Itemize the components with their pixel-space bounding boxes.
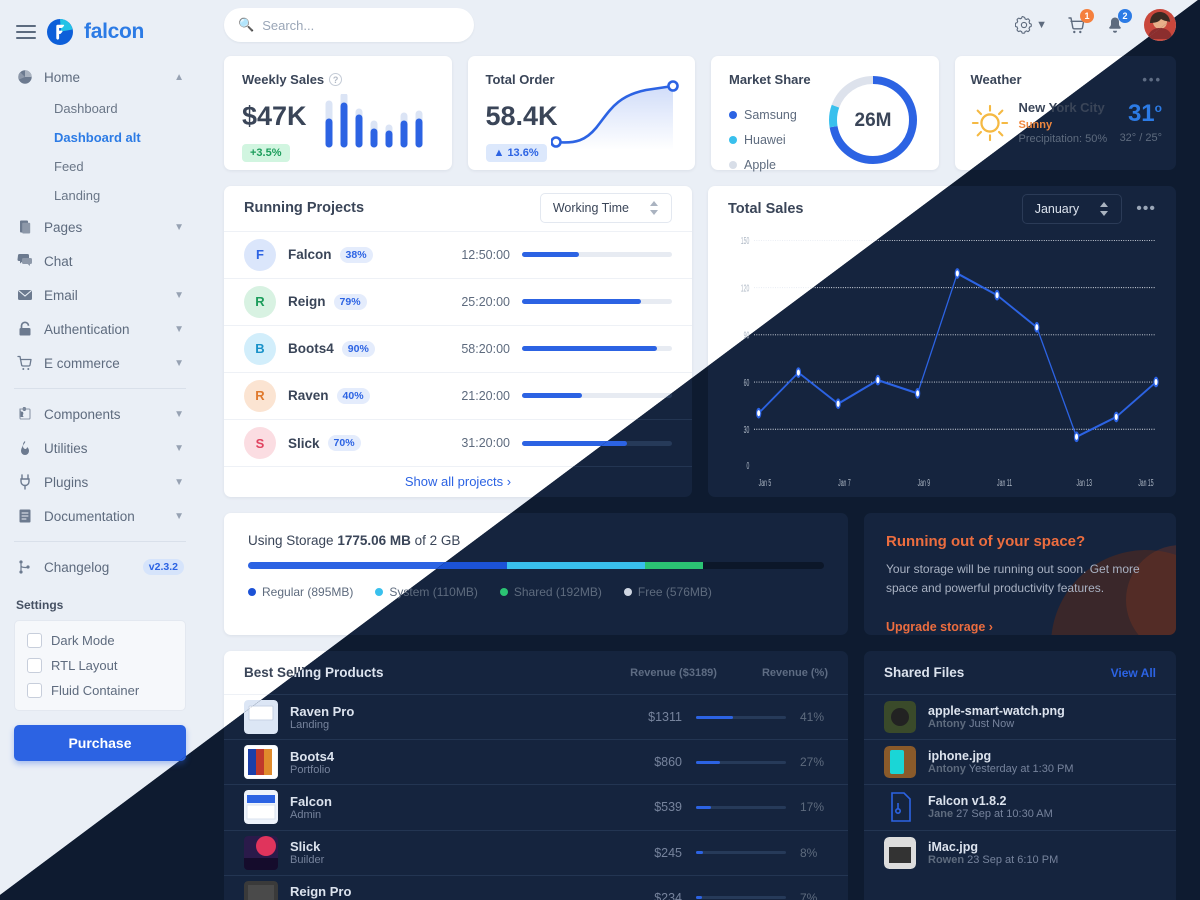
- svg-text:Jan 7: Jan 7: [838, 477, 851, 488]
- svg-text:0: 0: [746, 460, 749, 471]
- svg-text:26M: 26M: [854, 110, 891, 131]
- svg-text:Jan 15: Jan 15: [1138, 477, 1154, 488]
- svg-text:150: 150: [741, 235, 750, 246]
- svg-text:30: 30: [744, 424, 750, 435]
- svg-text:Jan 9: Jan 9: [918, 477, 931, 488]
- svg-text:Jan 5: Jan 5: [759, 477, 772, 488]
- svg-text:Jan 13: Jan 13: [1077, 477, 1093, 488]
- svg-text:Jan 11: Jan 11: [997, 477, 1012, 488]
- svg-text:60: 60: [744, 377, 750, 388]
- svg-text:120: 120: [741, 283, 750, 294]
